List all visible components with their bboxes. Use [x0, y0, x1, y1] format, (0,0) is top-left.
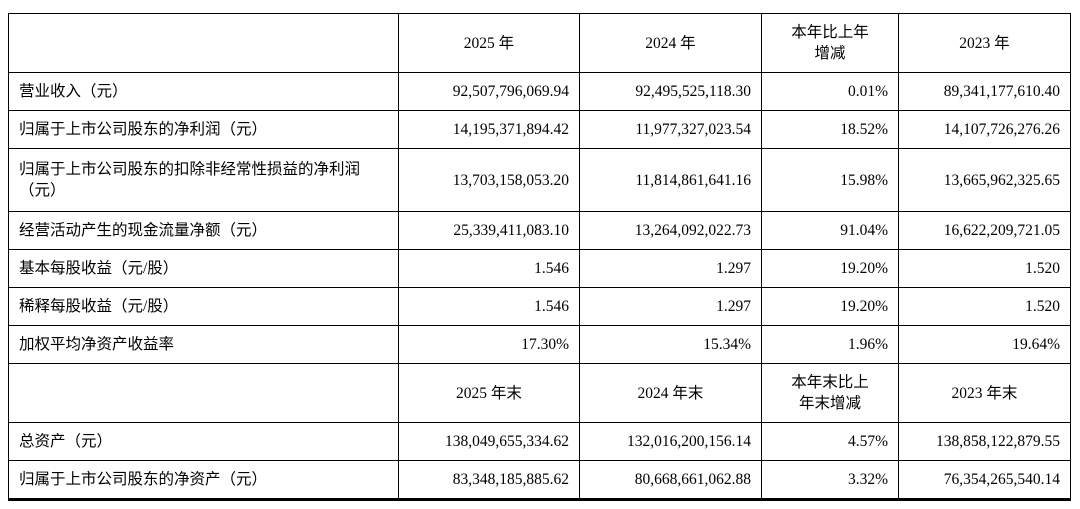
table-row-net-assets: 归属于上市公司股东的净资产（元） 83,348,185,885.62 80,66…: [8, 460, 1071, 500]
row-label: 营业收入（元）: [8, 72, 399, 111]
table-row-basic-eps: 基本每股收益（元/股） 1.546 1.297 19.20% 1.520: [8, 249, 1071, 288]
value-2023: 1.520: [898, 249, 1071, 288]
value-change: 0.01%: [761, 72, 899, 111]
value-change: 3.32%: [761, 460, 899, 500]
table-row-net-profit-excl-nonrecurring: 归属于上市公司股东的扣除非经常性损益的净利润（元） 13,703,158,053…: [8, 148, 1071, 212]
value-change: 91.04%: [761, 211, 899, 250]
annual-header-empty-cell: [8, 13, 399, 73]
value-2025: 1.546: [398, 249, 580, 288]
value-2024: 13,264,092,022.73: [579, 211, 762, 250]
eop-header-2023-cell: 2023 年末: [898, 363, 1071, 423]
eop-header-change-cell: 本年末比上年末增减: [761, 363, 899, 423]
table-row-weighted-roe: 加权平均净资产收益率 17.30% 15.34% 1.96% 19.64%: [8, 325, 1071, 364]
value-change: 1.96%: [761, 325, 899, 364]
table-row-total-assets: 总资产（元） 138,049,655,334.62 132,016,200,15…: [8, 422, 1071, 461]
value-2023: 19.64%: [898, 325, 1071, 364]
value-2024: 11,814,861,641.16: [579, 148, 762, 212]
value-2023: 76,354,265,540.14: [898, 460, 1071, 500]
value-2025: 14,195,371,894.42: [398, 110, 580, 149]
row-label: 归属于上市公司股东的扣除非经常性损益的净利润（元）: [8, 148, 399, 212]
value-2024: 132,016,200,156.14: [579, 422, 762, 461]
table-row-diluted-eps: 稀释每股收益（元/股） 1.546 1.297 19.20% 1.520: [8, 287, 1071, 326]
value-2024: 11,977,327,023.54: [579, 110, 762, 149]
eop-header-change-label: 本年末比上年末增减: [791, 374, 869, 412]
value-2024: 15.34%: [579, 325, 762, 364]
value-2023: 14,107,726,276.26: [898, 110, 1071, 149]
eop-header-2024-cell: 2024 年末: [579, 363, 762, 423]
value-2023: 16,622,209,721.05: [898, 211, 1071, 250]
value-2023: 138,858,122,879.55: [898, 422, 1071, 461]
table-row-net-profit: 归属于上市公司股东的净利润（元） 14,195,371,894.42 11,97…: [8, 110, 1071, 149]
value-2025: 17.30%: [398, 325, 580, 364]
value-2025: 13,703,158,053.20: [398, 148, 580, 212]
value-change: 15.98%: [761, 148, 899, 212]
value-2024: 1.297: [579, 287, 762, 326]
row-label: 归属于上市公司股东的净利润（元）: [8, 110, 399, 149]
table-row-operating-cash-flow: 经营活动产生的现金流量净额（元） 25,339,411,083.10 13,26…: [8, 211, 1071, 250]
eop-header-empty-cell: [8, 363, 399, 423]
row-label: 基本每股收益（元/股）: [8, 249, 399, 288]
eop-header-row: 2025 年末 2024 年末 本年末比上年末增减 2023 年末: [8, 363, 1071, 423]
row-label: 经营活动产生的现金流量净额（元）: [8, 211, 399, 250]
value-2025: 25,339,411,083.10: [398, 211, 580, 250]
value-2024: 1.297: [579, 249, 762, 288]
value-2023: 89,341,177,610.40: [898, 72, 1071, 111]
row-label: 加权平均净资产收益率: [8, 325, 399, 364]
annual-header-change-label: 本年比上年增减: [791, 24, 869, 62]
value-change: 19.20%: [761, 287, 899, 326]
value-change: 19.20%: [761, 249, 899, 288]
value-2024: 80,668,661,062.88: [579, 460, 762, 500]
annual-header-change-cell: 本年比上年增减: [761, 13, 899, 73]
row-label: 归属于上市公司股东的净资产（元）: [8, 460, 399, 500]
value-2025: 138,049,655,334.62: [398, 422, 580, 461]
table-row-operating-revenue: 营业收入（元） 92,507,796,069.94 92,495,525,118…: [8, 72, 1071, 111]
financial-summary-table: 2025 年 2024 年 本年比上年增减 2023 年 营业收入（元） 92,…: [8, 13, 1071, 501]
annual-header-2025-cell: 2025 年: [398, 13, 580, 73]
row-label: 稀释每股收益（元/股）: [8, 287, 399, 326]
value-2023: 1.520: [898, 287, 1071, 326]
value-2025: 83,348,185,885.62: [398, 460, 580, 500]
value-change: 18.52%: [761, 110, 899, 149]
value-2025: 92,507,796,069.94: [398, 72, 580, 111]
annual-header-row: 2025 年 2024 年 本年比上年增减 2023 年: [8, 13, 1071, 73]
eop-header-2025-cell: 2025 年末: [398, 363, 580, 423]
value-2024: 92,495,525,118.30: [579, 72, 762, 111]
value-2025: 1.546: [398, 287, 580, 326]
value-change: 4.57%: [761, 422, 899, 461]
value-2023: 13,665,962,325.65: [898, 148, 1071, 212]
annual-header-2023-cell: 2023 年: [898, 13, 1071, 73]
row-label: 总资产（元）: [8, 422, 399, 461]
annual-header-2024-cell: 2024 年: [579, 13, 762, 73]
